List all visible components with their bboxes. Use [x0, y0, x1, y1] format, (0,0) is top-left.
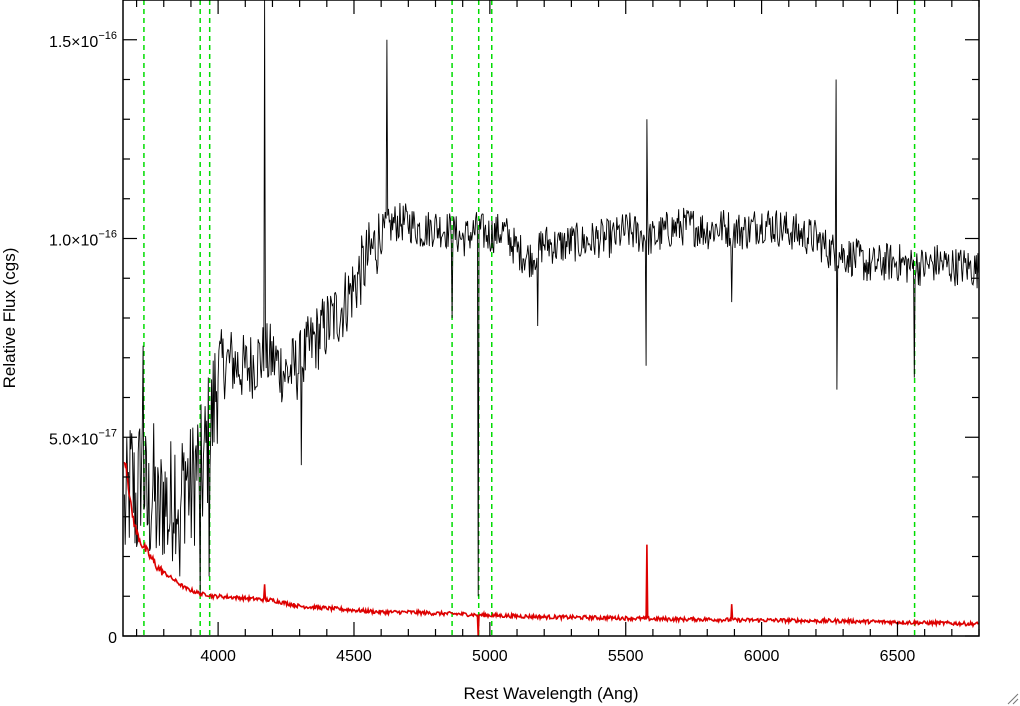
y-tick-label: 5.0×10−17: [49, 427, 117, 448]
resize-grip-icon[interactable]: [1007, 693, 1019, 705]
y-tick-label: 1.0×10−16: [49, 229, 117, 250]
vertical-markers: [143, 0, 916, 636]
plot-frame: [122, 0, 980, 637]
x-tick-label: 4500: [336, 648, 372, 665]
x-tick-label: 6000: [744, 648, 780, 665]
x-tick-label: 5500: [608, 648, 644, 665]
x-tick-label: 5000: [472, 648, 508, 665]
x-tick-label: 6500: [880, 648, 916, 665]
y-axis-title: Relative Flux (cgs): [0, 248, 19, 389]
series-layer: [123, 0, 980, 637]
x-axis-title: Rest Wavelength (Ang): [463, 684, 638, 703]
x-tick-label: 4000: [200, 648, 236, 665]
series-line-0: [123, 0, 980, 597]
y-tick-label: 1.5×10−16: [49, 30, 117, 51]
axes: 4000 4500 5000 5500 6000 6500 0 5.0×10−17 1.0×10…: [49, 0, 980, 665]
y-tick-label: 0: [108, 630, 117, 647]
series-line-1: [123, 461, 979, 637]
